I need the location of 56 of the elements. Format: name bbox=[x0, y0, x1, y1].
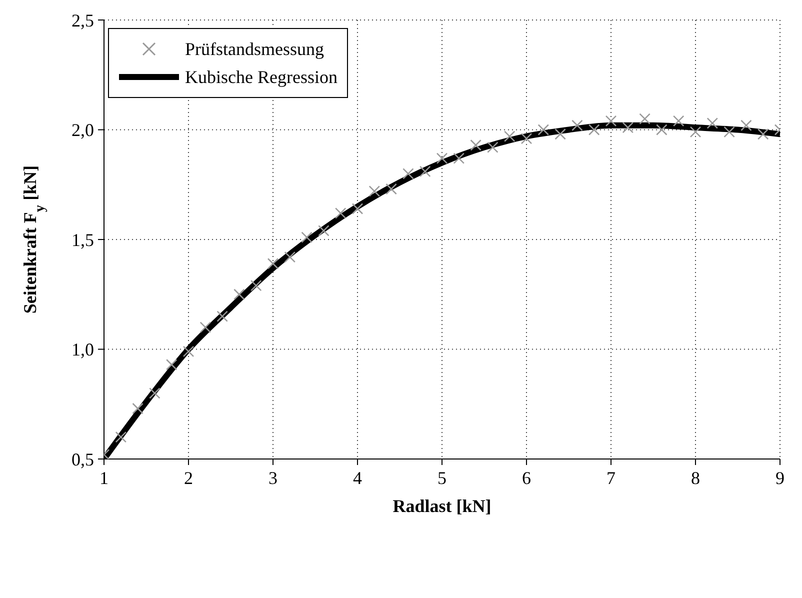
point bbox=[132, 402, 144, 414]
point bbox=[386, 183, 397, 195]
point bbox=[250, 280, 262, 292]
point bbox=[234, 288, 245, 300]
point bbox=[757, 128, 769, 140]
point bbox=[284, 251, 296, 263]
point bbox=[182, 346, 194, 358]
point bbox=[706, 118, 718, 129]
x-tick-label: 7 bbox=[606, 468, 616, 488]
legend-label: Kubische Regression bbox=[185, 66, 338, 89]
point bbox=[520, 132, 532, 144]
point bbox=[605, 115, 617, 127]
x-tick-label: 5 bbox=[438, 468, 446, 488]
y-tick-label: 1,0 bbox=[72, 340, 94, 360]
x-tick-label: 8 bbox=[691, 468, 700, 488]
point bbox=[453, 152, 465, 164]
x-tick-label: 6 bbox=[522, 468, 531, 488]
point bbox=[724, 126, 735, 138]
point bbox=[149, 388, 160, 399]
point bbox=[368, 186, 380, 197]
y-tick-label: 2,5 bbox=[72, 10, 94, 30]
point bbox=[622, 122, 634, 134]
y-tick-label: 0,5 bbox=[72, 449, 94, 470]
point bbox=[656, 124, 668, 136]
x-tick-label: 3 bbox=[268, 468, 278, 488]
point bbox=[419, 166, 431, 178]
point bbox=[115, 431, 127, 443]
point bbox=[352, 203, 364, 214]
point bbox=[301, 232, 312, 243]
x-axis-title: Radlast [kN] bbox=[392, 496, 492, 516]
x-tick-label: 9 bbox=[776, 468, 784, 488]
point bbox=[588, 124, 600, 136]
point bbox=[487, 142, 498, 153]
x-tick-label: 4 bbox=[353, 468, 362, 488]
x-tick-label: 2 bbox=[184, 468, 193, 488]
point bbox=[690, 126, 702, 138]
point bbox=[334, 208, 346, 219]
legend-label: Prüfstandsmessung bbox=[185, 38, 324, 61]
point bbox=[402, 168, 414, 180]
point bbox=[200, 322, 212, 333]
point bbox=[572, 120, 583, 132]
point bbox=[639, 113, 650, 124]
point bbox=[470, 139, 482, 151]
point bbox=[216, 310, 228, 322]
point bbox=[504, 130, 516, 142]
point bbox=[166, 358, 178, 370]
point bbox=[436, 152, 448, 164]
y-tick-label: 2,0 bbox=[72, 120, 94, 140]
y-tick-label: 1,5 bbox=[72, 230, 94, 250]
point bbox=[318, 225, 330, 236]
x-tick-label: 1 bbox=[100, 468, 108, 488]
point bbox=[740, 120, 752, 132]
point bbox=[672, 115, 684, 127]
point bbox=[538, 124, 550, 136]
point bbox=[554, 128, 566, 140]
point bbox=[267, 258, 279, 270]
